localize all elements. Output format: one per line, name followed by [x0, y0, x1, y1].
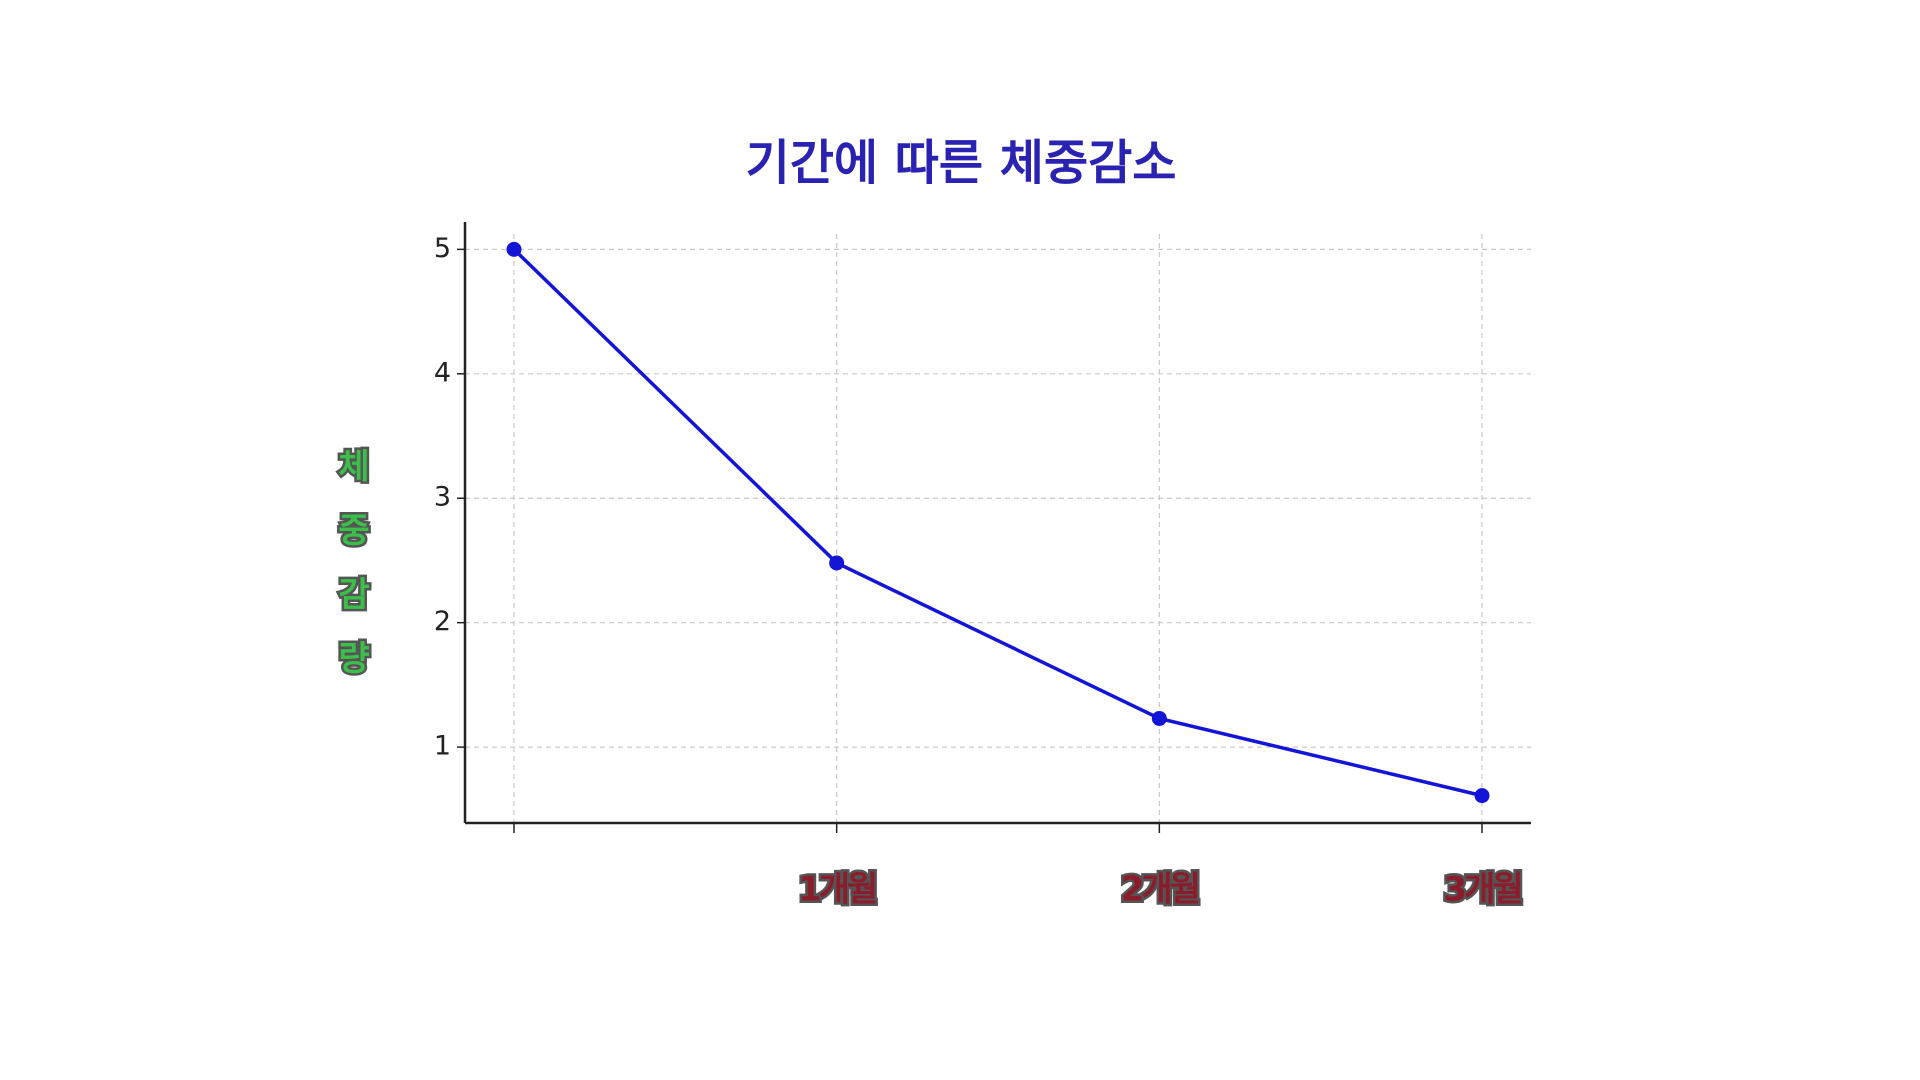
point: [1474, 788, 1490, 804]
x-tick-label: 1개월: [798, 870, 876, 910]
y-tick-label: 1: [434, 731, 451, 762]
y-tick-label: 2: [434, 606, 451, 637]
chart-title: 기간에 따른 체중감소: [746, 135, 1177, 191]
point: [829, 555, 845, 571]
x-tick-label: 3개월: [1443, 870, 1521, 910]
series-line: [512, 248, 1483, 798]
point: [1151, 710, 1167, 726]
x-tick-label: 2개월: [1121, 870, 1199, 910]
point: [506, 241, 522, 257]
y-tick-label: 5: [434, 233, 451, 264]
y-tick-label: 4: [434, 357, 451, 388]
y-tick-label: 3: [434, 482, 451, 513]
y-axis-label: 체중감량: [331, 448, 371, 704]
